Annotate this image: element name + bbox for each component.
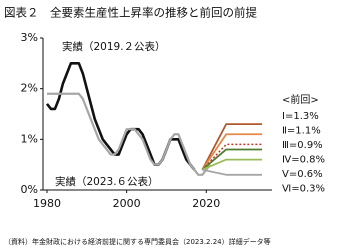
- series-line: [201, 123, 263, 171]
- series-label: 実績（2019.２公表）: [62, 40, 166, 53]
- legend-title: <前回>: [282, 93, 319, 106]
- legend-entry: Ⅰ=1.3%: [282, 111, 319, 122]
- series-line: [201, 158, 263, 171]
- series-line: [201, 133, 263, 171]
- series-line: [201, 148, 263, 171]
- legend-entry: Ⅱ=1.1%: [282, 126, 321, 137]
- legend-entry: Ⅲ=0.9%: [282, 140, 323, 151]
- legend-entry: Ⅴ=0.6%: [282, 169, 323, 180]
- x-tick-label: 1980: [33, 197, 61, 210]
- chart-title: 図表２ 全要素生産性上昇率の推移と前回の前提: [4, 6, 257, 20]
- legend-entry: Ⅵ=0.3%: [282, 184, 325, 195]
- series-line: [46, 92, 212, 176]
- source-note: （資料）年金財政における経済前提に関する専門委員会（2023.2.24）詳細デー…: [4, 237, 271, 246]
- x-tick-label: 2000: [113, 197, 141, 210]
- y-tick-label: 1%: [21, 132, 38, 145]
- series-line: [202, 168, 263, 176]
- y-tick-label: 3%: [21, 31, 38, 44]
- y-tick-label: 0%: [21, 183, 38, 196]
- y-tick-label: 2%: [21, 82, 38, 95]
- series-line: [45, 62, 196, 171]
- x-tick-label: 2020: [192, 197, 220, 210]
- series-label: 実績（2023.６公表）: [55, 175, 159, 188]
- legend-entry: Ⅳ=0.8%: [282, 155, 325, 166]
